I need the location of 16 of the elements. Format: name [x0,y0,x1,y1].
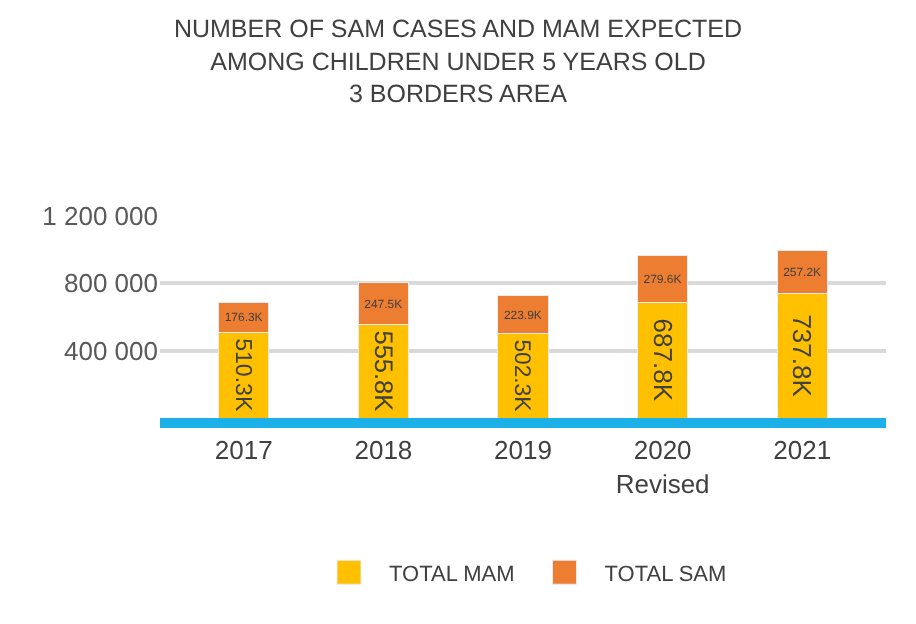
y-tick-label: 800 000 [64,268,158,299]
x-tick-label: 2019 [494,435,552,466]
x-tick-label: 2021 [773,435,832,466]
chart-title: NUMBER OF SAM CASES AND MAM EXPECTED AMONG CHILDREN UNDER 5 YEARS OLD 3 BORDERS AREA [173,15,743,109]
x-tick-label: 2020 Revised [615,435,710,499]
x-tick-label: 2018 [354,435,413,466]
data-label: 502.3K [509,339,534,413]
y-tick-label: 400 000 [64,335,158,366]
data-label: 687.8K [647,318,678,402]
data-label: 555.8K [368,330,399,413]
y-tick-label: 1 200 000 [42,201,158,232]
data-label: 737.8K [787,314,818,398]
data-label: 510.3K [229,338,254,412]
x-tick-label: 2017 [214,435,273,466]
legend-label: TOTAL MAM [389,562,515,587]
legend-label: TOTAL SAM [604,562,727,587]
